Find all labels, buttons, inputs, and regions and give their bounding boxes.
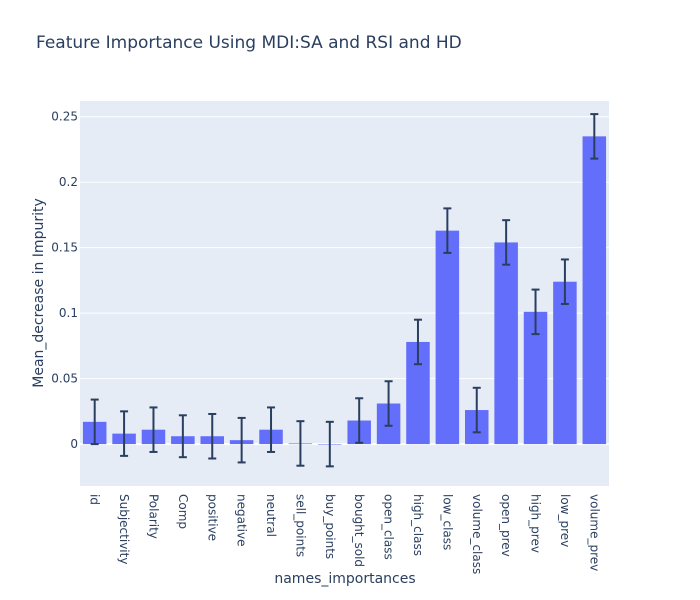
chart-title: Feature Importance Using MDI:SA and RSI … <box>36 33 462 53</box>
error-bar <box>531 288 540 336</box>
x-tick-label: negative <box>235 494 249 546</box>
error-bar <box>413 318 422 366</box>
bar <box>582 136 607 445</box>
error-bar <box>502 219 511 266</box>
x-tick-label: Subjectivity <box>117 494 131 564</box>
x-tick-labels: id Subjectivity Polarity Comp positive negati… <box>88 494 602 574</box>
y-tick-label: 0 <box>70 437 78 451</box>
y-tick-labels: 0 0.05 0.1 0.15 0.2 0.25 <box>51 110 78 451</box>
x-tick-label: low_prev <box>558 494 572 547</box>
error-bar <box>296 420 305 467</box>
x-tick-label: bought_sold <box>352 494 366 567</box>
error-bar <box>355 397 364 444</box>
error-bar <box>120 410 129 457</box>
bar <box>406 341 430 445</box>
error-bar <box>443 207 452 254</box>
error-bars <box>90 113 599 468</box>
bar <box>494 242 518 445</box>
error-bar <box>149 406 158 453</box>
y-tick-label: 0.05 <box>51 372 78 386</box>
bar <box>553 281 577 445</box>
y-tick-label: 0.1 <box>59 306 78 320</box>
error-bar <box>178 414 187 459</box>
x-tick-label: high_class <box>411 494 425 556</box>
x-tick-label: volume_prev <box>587 494 601 571</box>
x-axis-title: names_importances <box>274 571 415 587</box>
x-tick-label: buy_points <box>323 494 337 559</box>
bar <box>435 230 460 445</box>
x-tick-label: open_class <box>382 494 396 560</box>
error-bar <box>472 386 481 434</box>
x-tick-label: Polarity <box>146 494 160 539</box>
error-bar <box>90 398 99 446</box>
error-bar <box>384 380 393 427</box>
x-tick-label: low_class <box>440 494 454 550</box>
error-bar <box>560 258 569 305</box>
error-bar <box>237 416 246 464</box>
error-bar <box>325 420 334 468</box>
x-tick-label: Comp <box>176 494 190 529</box>
y-tick-label: 0.2 <box>59 175 78 189</box>
plot-background <box>80 101 609 486</box>
x-tick-label: volume_class <box>470 494 484 574</box>
grid-lines <box>80 116 609 380</box>
error-bar <box>267 406 276 453</box>
x-tick-label: open_prev <box>499 494 513 557</box>
x-tick-label: positive <box>205 494 219 541</box>
bar <box>523 311 548 445</box>
y-tick-label: 0.25 <box>51 110 78 124</box>
error-bar <box>208 412 217 460</box>
x-tick-label: id <box>88 494 102 505</box>
error-bar <box>590 113 599 160</box>
y-tick-label: 0.15 <box>51 241 78 255</box>
x-tick-label: sell_points <box>293 494 307 557</box>
x-tick-label: neutral <box>264 494 278 537</box>
x-tick-label: high_prev <box>529 494 543 553</box>
y-axis-title: Mean_decrease in Impurity <box>31 198 47 388</box>
